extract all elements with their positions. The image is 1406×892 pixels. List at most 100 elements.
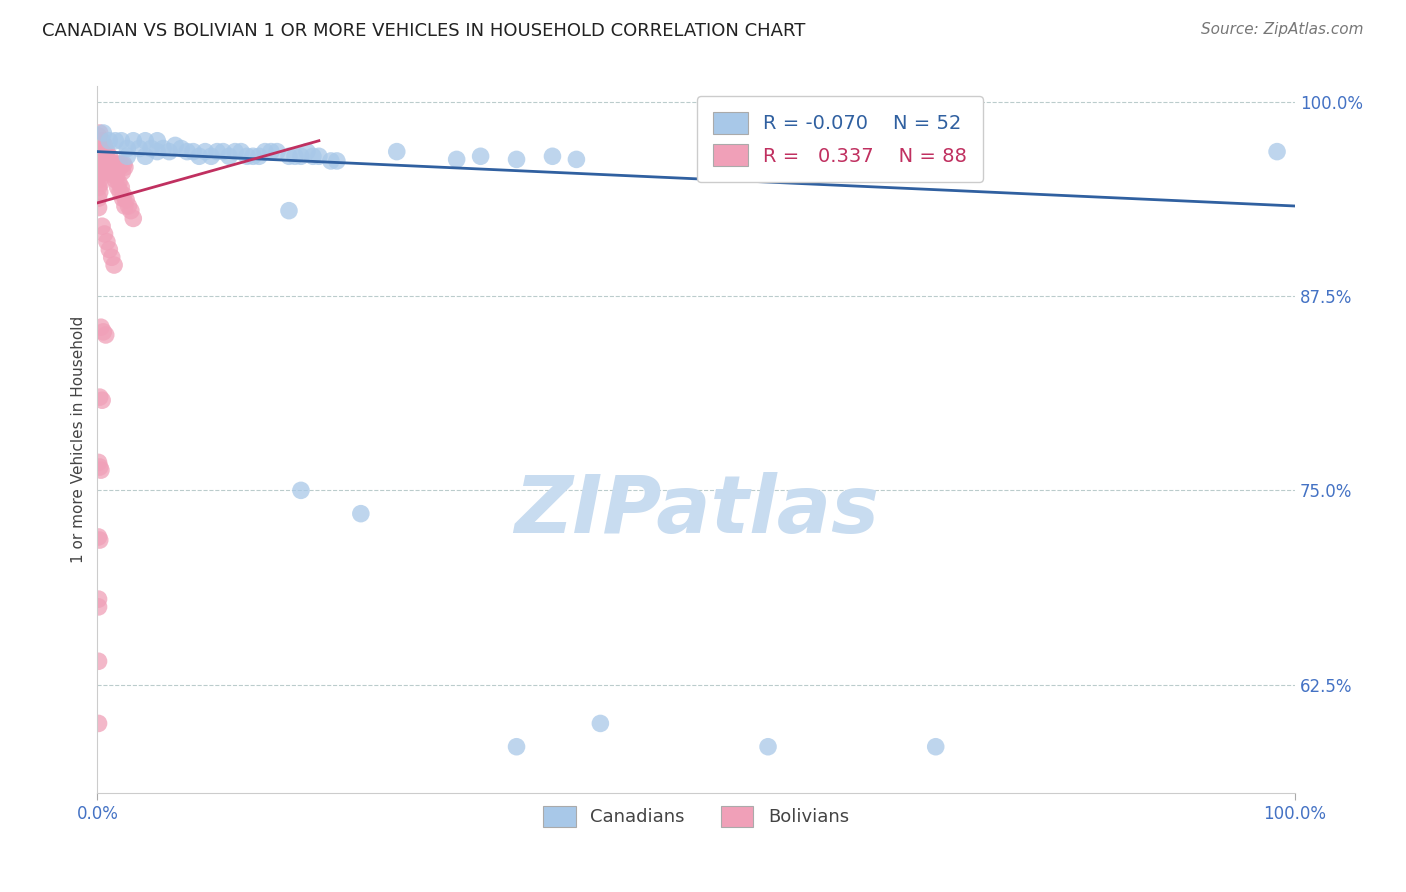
Point [224,145,246,159]
Point [108,160,131,174]
Point [589,716,612,731]
Point [90,165,112,179]
Point [152,141,174,155]
Point [165,138,187,153]
Point [91,134,114,148]
Point [87,592,110,607]
Point [176,145,198,159]
Point [181,145,204,159]
Point [141,141,163,155]
Point [112,157,135,171]
Y-axis label: 1 or more Vehicles in Household: 1 or more Vehicles in Household [72,317,86,564]
Text: Source: ZipAtlas.com: Source: ZipAtlas.com [1201,22,1364,37]
Point [170,141,193,155]
Point [117,141,139,155]
Point [260,145,283,159]
Point [212,145,235,159]
Point [541,149,564,163]
Point [96,235,118,249]
Point [96,145,118,159]
Point [104,160,127,174]
Point [98,165,121,179]
Point [89,126,111,140]
Point [110,157,132,171]
Point [104,172,127,186]
Point [87,654,110,668]
Point [90,320,112,334]
Point [94,328,117,343]
Point [91,126,114,140]
Point [108,185,131,199]
Point [87,599,110,614]
Point [146,145,169,159]
Point [93,138,115,153]
Point [505,739,527,754]
Point [756,739,779,754]
Point [308,149,330,163]
Point [91,141,114,155]
Point [89,160,111,174]
Point [326,153,349,168]
Point [111,165,134,179]
Point [89,390,111,404]
Point [200,149,222,163]
Point [108,157,131,171]
Point [565,153,588,167]
Point [103,161,125,176]
Point [91,149,114,163]
Point [114,199,136,213]
Point [128,141,150,155]
Point [90,153,112,167]
Point [87,169,110,184]
Point [505,153,527,167]
Point [247,149,270,163]
Text: ZIPatlas: ZIPatlas [513,472,879,549]
Point [94,146,117,161]
Point [100,250,122,264]
Point [1265,145,1288,159]
Point [108,176,131,190]
Point [87,129,110,144]
Point [101,160,124,174]
Point [925,739,948,754]
Point [446,153,468,167]
Point [91,393,114,408]
Point [89,460,111,475]
Point [89,185,111,199]
Point [157,145,180,159]
Point [98,134,121,148]
Point [111,191,134,205]
Point [107,180,129,194]
Point [218,149,240,163]
Point [100,160,122,174]
Point [91,219,114,234]
Point [97,153,120,168]
Legend: Canadians, Bolivians: Canadians, Bolivians [536,798,856,834]
Point [112,188,135,202]
Point [94,160,117,174]
Point [242,149,264,163]
Point [91,325,114,339]
Point [290,483,312,498]
Point [120,203,142,218]
Point [115,193,138,207]
Point [87,138,110,153]
Point [146,134,169,148]
Point [90,176,112,190]
Point [89,172,111,186]
Point [91,161,114,176]
Point [122,211,145,226]
Point [107,160,129,174]
Point [103,258,125,272]
Point [87,149,110,163]
Point [470,149,492,163]
Point [97,160,120,174]
Point [87,716,110,731]
Point [87,201,110,215]
Point [110,180,132,194]
Point [93,157,115,171]
Point [229,145,252,159]
Point [236,149,259,163]
Point [117,149,139,163]
Point [266,145,288,159]
